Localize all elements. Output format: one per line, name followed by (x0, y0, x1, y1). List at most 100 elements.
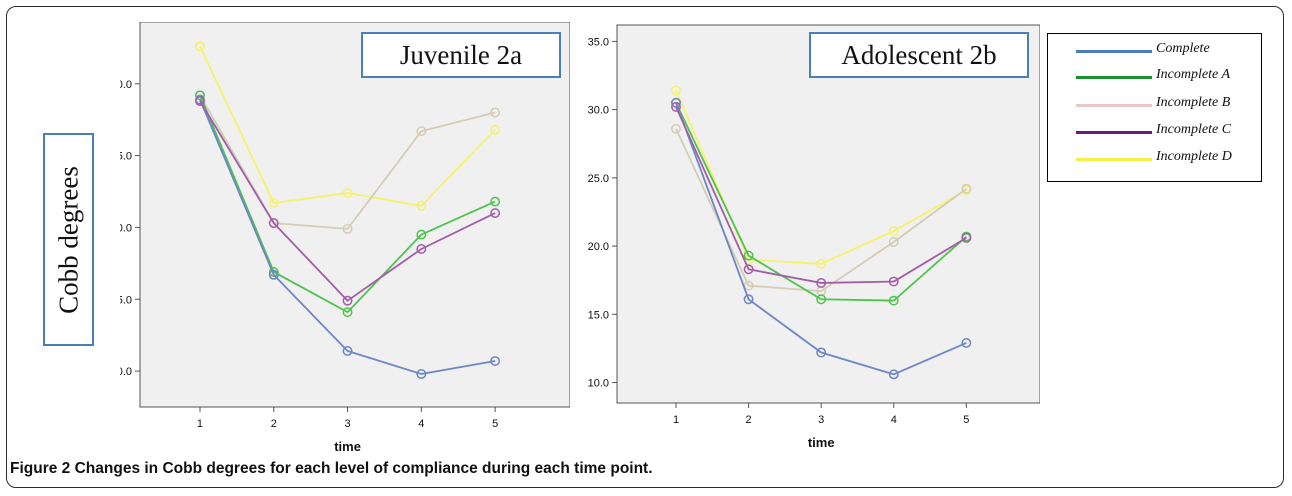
data-point-incomplete-b (961, 183, 972, 194)
data-point-incomplete-d (268, 198, 279, 208)
series-line-incomplete-a (199, 94, 496, 314)
data-point-incomplete-c (490, 208, 501, 219)
data-point-incomplete-c (743, 264, 754, 275)
data-point-incomplete-c (416, 244, 427, 254)
x-tick-label: 1 (197, 418, 203, 430)
data-point-complete (490, 356, 501, 366)
figure-frame (6, 6, 1284, 488)
legend-item-incomplete-c: Incomplete C (1048, 122, 1261, 142)
series-line-incomplete-d (199, 46, 496, 207)
data-point-incomplete-c (268, 218, 279, 229)
legend-swatch-incomplete-d (1076, 158, 1152, 161)
data-point-incomplete-a (888, 295, 899, 306)
y-tick-label: 15.0 (588, 309, 609, 321)
juvenile-chart: 10.0 15.0 20.0 25.0 30.0 1 2 3 4 5 time (120, 22, 570, 454)
series-line-complete (199, 99, 496, 375)
data-point-complete (342, 346, 353, 356)
data-point-complete (416, 369, 427, 379)
x-tick-label: 4 (418, 418, 424, 430)
x-tick-label: 3 (344, 418, 350, 430)
data-point-incomplete-b (416, 126, 427, 137)
x-tick-label: 3 (818, 414, 824, 426)
legend: Complete Incomplete A Incomplete B Incom… (1047, 33, 1262, 182)
data-point-incomplete-a (743, 250, 754, 261)
x-tick-label: 2 (271, 418, 277, 430)
data-point-incomplete-a (195, 90, 205, 101)
data-point-incomplete-c (816, 277, 827, 288)
data-point-complete (743, 294, 754, 305)
y-tick-label: 20.0 (120, 222, 132, 234)
x-tick-label: 5 (492, 418, 498, 430)
chart-title-juvenile-text: Juvenile 2a (399, 39, 523, 70)
legend-swatch-complete (1076, 50, 1152, 53)
legend-label-incomplete-d: Incomplete D (1156, 149, 1232, 164)
x-tick-label: 1 (673, 414, 679, 426)
y-tick-label: 10.0 (120, 366, 132, 378)
data-point-incomplete-b (671, 123, 681, 134)
chart-title-adolescent: Adolescent 2b (809, 32, 1029, 78)
y-tick-label: 10.0 (588, 378, 609, 390)
legend-label-incomplete-a: Incomplete A (1156, 67, 1230, 82)
legend-swatch-incomplete-c (1076, 131, 1152, 134)
data-point-incomplete-d (195, 41, 205, 52)
y-tick-label: 30.0 (120, 79, 132, 91)
data-point-incomplete-c (342, 295, 353, 306)
data-point-incomplete-c (961, 232, 972, 243)
y-axis-label: Cobb degrees (53, 165, 83, 314)
data-point-incomplete-b (342, 223, 353, 234)
data-point-incomplete-c (888, 276, 899, 287)
y-tick-label: 25.0 (120, 151, 132, 163)
legend-swatch-incomplete-b (1076, 104, 1152, 107)
data-point-incomplete-d (816, 258, 827, 269)
x-axis-label: time (334, 439, 361, 454)
data-point-incomplete-d (416, 200, 427, 211)
y-tick-label: 15.0 (120, 294, 132, 306)
plot-area (616, 24, 1040, 404)
data-point-incomplete-b (490, 107, 501, 118)
data-point-incomplete-b (888, 237, 899, 247)
y-tick-label: 25.0 (588, 173, 609, 185)
data-point-incomplete-d (671, 85, 681, 96)
series-line-incomplete-c (675, 106, 967, 284)
data-point-incomplete-d (888, 226, 899, 237)
data-point-complete (816, 347, 827, 358)
y-tick-label: 20.0 (588, 241, 609, 253)
series-line-incomplete-a (675, 102, 967, 302)
figure-caption-label: Figure 2 (10, 460, 71, 477)
data-point-incomplete-a (342, 307, 353, 318)
legend-label-complete: Complete (1156, 41, 1210, 56)
x-tick-label: 5 (963, 414, 969, 426)
chart-title-juvenile: Juvenile 2a (361, 32, 561, 78)
legend-item-incomplete-b: Incomplete B (1048, 95, 1261, 115)
x-tick-label: 2 (746, 414, 752, 426)
figure-caption: Figure 2 Changes in Cobb degrees for eac… (10, 460, 653, 478)
data-point-incomplete-d (342, 188, 353, 198)
y-tick-label: 30.0 (588, 105, 609, 117)
chart-title-adolescent-text: Adolescent 2b (841, 39, 997, 70)
data-point-incomplete-c (671, 101, 681, 112)
y-axis-label-box: Cobb degrees (43, 133, 94, 346)
series-line-incomplete-c (199, 100, 496, 302)
legend-item-incomplete-a: Incomplete A (1048, 67, 1261, 87)
figure-caption-text: Changes in Cobb degrees for each level o… (74, 460, 653, 477)
x-tick-label: 4 (891, 414, 897, 426)
y-tick-label: 35.0 (588, 36, 609, 48)
legend-swatch-incomplete-a (1076, 76, 1152, 79)
data-point-incomplete-a (490, 196, 501, 207)
data-point-complete (888, 369, 899, 380)
legend-item-incomplete-d: Incomplete D (1048, 149, 1261, 169)
legend-item-complete: Complete (1048, 41, 1261, 61)
legend-label-incomplete-b: Incomplete B (1156, 95, 1231, 110)
data-point-complete (268, 269, 279, 280)
data-point-incomplete-a (816, 294, 827, 305)
data-point-incomplete-a (416, 229, 427, 240)
legend-label-incomplete-c: Incomplete C (1156, 122, 1232, 137)
data-point-incomplete-c (195, 96, 205, 106)
series-line-incomplete-b (199, 94, 496, 230)
series-line-complete (675, 102, 967, 376)
adolescent-chart: 10.0 15.0 20.0 25.0 30.0 35.0 1 2 3 4 5 time (588, 24, 1040, 450)
x-axis-label: time (808, 435, 835, 450)
data-point-complete (961, 338, 972, 348)
data-point-incomplete-a (268, 267, 279, 277)
data-point-incomplete-d (490, 124, 501, 135)
